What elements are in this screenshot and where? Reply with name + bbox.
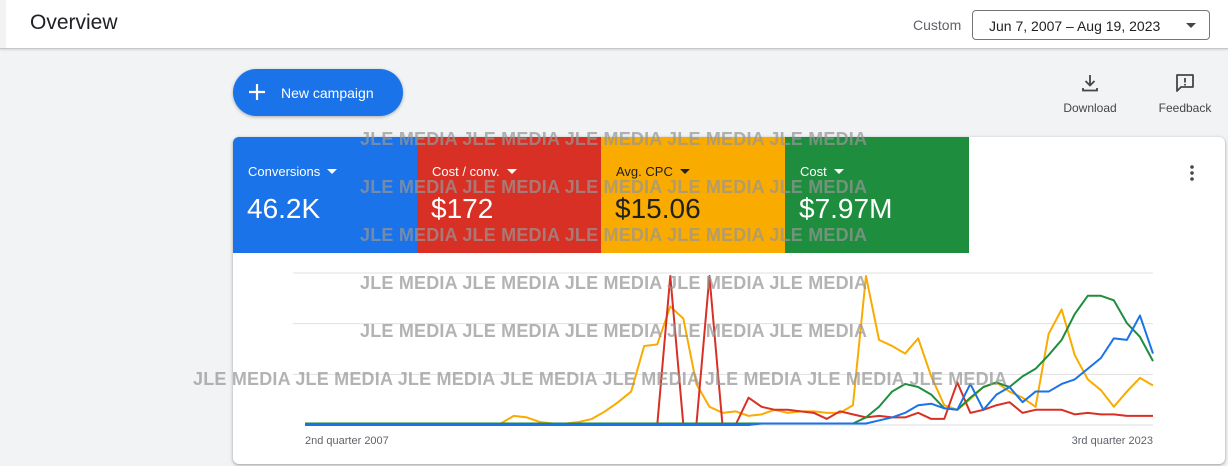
metric-value-cost: $7.97M <box>799 193 893 224</box>
date-range-value: Jun 7, 2007 – Aug 19, 2023 <box>989 18 1161 34</box>
x-tick-label-end: 3rd quarter 2023 <box>1072 435 1153 447</box>
series-line-1 <box>305 275 1153 426</box>
feedback-icon <box>1176 74 1194 92</box>
metric-name-text: Avg. CPC <box>616 164 673 179</box>
performance-line-chart: 2nd quarter 2007 3rd quarter 2023 <box>293 272 1154 447</box>
page-title: Overview <box>30 11 118 34</box>
metric-name-text: Cost <box>800 164 827 179</box>
date-range-select[interactable]: Jun 7, 2007 – Aug 19, 2023 <box>972 10 1210 40</box>
dropdown-arrow-icon <box>1186 23 1196 28</box>
plus-icon <box>249 84 265 100</box>
left-edge-strip <box>0 0 6 48</box>
feedback-button[interactable]: Feedback <box>1154 72 1216 115</box>
metric-value-avg-cpc: $15.06 <box>615 193 701 224</box>
x-tick-label-start: 2nd quarter 2007 <box>305 435 389 447</box>
metric-value-cost-per-conversion: $172 <box>431 193 494 224</box>
metric-dropdown-icon <box>327 169 338 174</box>
performance-card: Conversions 46.2K Cost / conv. $172 Avg.… <box>233 137 1225 464</box>
metric-name-text: Conversions <box>248 164 321 179</box>
metric-name-text: Cost / conv. <box>432 164 500 179</box>
date-range-label: Custom <box>913 17 962 33</box>
new-campaign-label: New campaign <box>281 85 374 101</box>
download-button[interactable]: Download <box>1058 72 1122 115</box>
metric-value-conversions: 46.2K <box>247 193 321 224</box>
series-line-3 <box>305 314 1154 426</box>
metric-tile-cost-per-conversion[interactable]: Cost / conv. $172 <box>417 137 601 253</box>
series-line-0 <box>305 275 1154 425</box>
top-app-bar: Overview Custom Jun 7, 2007 – Aug 19, 20… <box>0 0 1228 49</box>
metric-name-conversions: Conversions <box>248 164 338 179</box>
metric-dropdown-icon <box>679 169 690 174</box>
metric-tile-conversions[interactable]: Conversions 46.2K <box>233 137 417 253</box>
download-label: Download <box>1063 101 1117 115</box>
download-icon <box>1082 75 1098 92</box>
metric-name-cost: Cost <box>800 164 844 179</box>
metric-tile-avg-cpc[interactable]: Avg. CPC $15.06 <box>601 137 785 253</box>
metric-tile-cost[interactable]: Cost $7.97M <box>785 137 969 253</box>
feedback-label: Feedback <box>1158 101 1212 115</box>
metric-dropdown-icon <box>833 169 844 174</box>
metric-dropdown-icon <box>506 169 517 174</box>
metric-name-avg-cpc: Avg. CPC <box>616 164 690 179</box>
new-campaign-button[interactable]: New campaign <box>233 69 403 116</box>
series-line-2 <box>305 294 1154 425</box>
more-options-icon[interactable] <box>1182 163 1202 183</box>
metric-name-cost-per-conversion: Cost / conv. <box>432 164 517 179</box>
